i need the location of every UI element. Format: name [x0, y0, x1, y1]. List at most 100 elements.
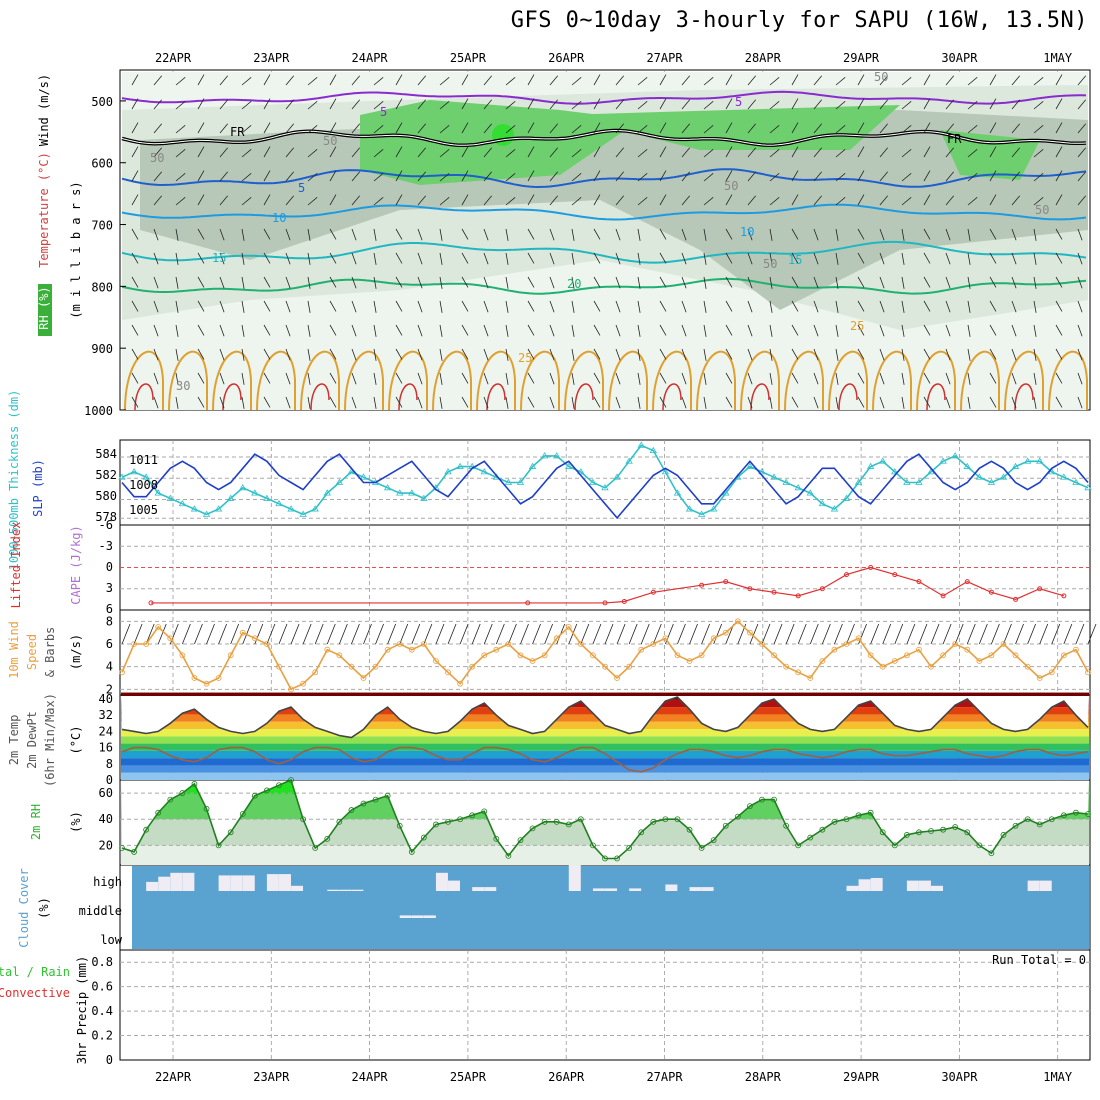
- wind-barb: [857, 228, 865, 240]
- wind-barb: [461, 74, 469, 86]
- wind-barb: [1055, 228, 1063, 240]
- wind10-speed-point: [215, 675, 222, 681]
- wind10-speed-point: [674, 652, 681, 659]
- wind10-speed-point: [191, 675, 198, 681]
- wind-barb: [571, 348, 575, 361]
- wind-barb: [945, 99, 955, 110]
- date-label-top: 30APR: [941, 51, 978, 65]
- wind-barb: [1011, 300, 1017, 313]
- contour-label: 50: [323, 134, 337, 148]
- wind-barb: [351, 276, 357, 289]
- wind-barb: [527, 98, 535, 110]
- wind-barb: [835, 396, 839, 409]
- wind-barb: [681, 75, 691, 86]
- wind-barb: [989, 276, 997, 288]
- rh2m-line-point: [565, 821, 572, 828]
- isotherm-25-lobe: [168, 350, 208, 411]
- wind-barb: [175, 372, 179, 385]
- wind-barb: [505, 396, 509, 409]
- lifted-index-point: [892, 572, 898, 578]
- slp-ytick: 1008: [129, 478, 158, 492]
- rh2m-line-point: [445, 818, 451, 825]
- wind-barb: [417, 276, 423, 289]
- wind-barb: [131, 74, 139, 86]
- wind10-barb: [1027, 623, 1036, 645]
- wind-barb: [483, 228, 489, 241]
- wind-barb: [307, 276, 311, 289]
- freezing-level-core: [121, 130, 1087, 146]
- wind10-speed-point: [553, 635, 560, 642]
- date-label-top: 22APR: [155, 51, 192, 65]
- wind-barb: [131, 276, 139, 288]
- thickness-line-point: [830, 505, 839, 512]
- wind10-barb: [182, 623, 191, 645]
- wind-barb: [681, 348, 687, 361]
- wind-barb: [989, 146, 997, 158]
- wind-barb: [1033, 276, 1037, 289]
- wind10-speed-point: [263, 641, 270, 647]
- wind-barb: [835, 76, 846, 86]
- wind-barb: [1033, 100, 1044, 110]
- wind-barb: [219, 75, 229, 86]
- temp-ytick: 24: [99, 724, 113, 738]
- wind-barb: [769, 100, 780, 110]
- wind-ytick: 6: [106, 637, 113, 651]
- wind-barb: [1077, 228, 1083, 241]
- wind-barb: [307, 172, 318, 182]
- wind-barb: [285, 396, 291, 409]
- isotherm-30-lobe: [222, 383, 242, 411]
- lifted-index-point: [940, 593, 946, 599]
- thickness-line-point: [178, 499, 187, 507]
- wind-barb: [857, 396, 865, 408]
- lifted-index-point: [844, 572, 849, 578]
- wind-barb: [637, 196, 648, 206]
- wind-barb: [241, 324, 245, 337]
- wind-barb: [461, 372, 469, 384]
- lifted-index-point: [602, 600, 608, 606]
- wind-barb: [967, 348, 971, 361]
- thickness-line-point: [480, 468, 488, 475]
- wind-barb: [835, 100, 846, 110]
- wind-barb: [505, 252, 509, 265]
- lifted-index-point: [819, 586, 825, 592]
- chart-title: GFS 0~10day 3-hourly for SAPU (16W, 13.5…: [510, 8, 1088, 33]
- wind-barb: [593, 372, 601, 384]
- wind-barb: [659, 98, 667, 110]
- wind-barb: [659, 146, 667, 158]
- wind-barb: [989, 228, 997, 240]
- wind-barb: [307, 76, 318, 86]
- wind-barb: [923, 276, 931, 288]
- wind10-speed-point: [747, 629, 753, 636]
- wind-barb: [439, 276, 443, 289]
- temp-band: [121, 758, 1089, 766]
- wind-barb: [681, 300, 687, 313]
- wind10-barb: [689, 623, 698, 645]
- thickness-line-point: [251, 489, 259, 496]
- wind-barb: [747, 123, 757, 134]
- contour-label: 30: [176, 379, 190, 393]
- wind10-speed-point: [529, 658, 536, 664]
- wind10-barb: [978, 623, 988, 645]
- wind-barb: [329, 276, 337, 288]
- wind-barb: [725, 276, 733, 288]
- lifted-index-point: [795, 593, 801, 599]
- upper-ytick: 1000: [84, 404, 113, 418]
- date-label-bottom: 29APR: [843, 1070, 880, 1084]
- wind-barb: [263, 74, 271, 86]
- temp-2m-line: [121, 696, 1089, 739]
- wind-barb: [813, 396, 819, 409]
- wind-barb: [395, 170, 403, 182]
- wind-barb: [549, 195, 559, 206]
- rh2m-line-point: [734, 813, 741, 820]
- wind-barb: [417, 372, 423, 385]
- wind-barb: [593, 396, 601, 408]
- thickness-line-point: [420, 494, 428, 501]
- wind10-barb: [266, 623, 276, 645]
- wind-barb: [945, 276, 951, 289]
- wind10-speed-point: [1024, 663, 1031, 670]
- wind10-barb: [133, 623, 143, 645]
- rh2m-line-point: [759, 796, 765, 803]
- lifted-index-point: [650, 589, 656, 595]
- upper-ytick: 800: [91, 280, 113, 294]
- wind10-barb: [797, 623, 807, 645]
